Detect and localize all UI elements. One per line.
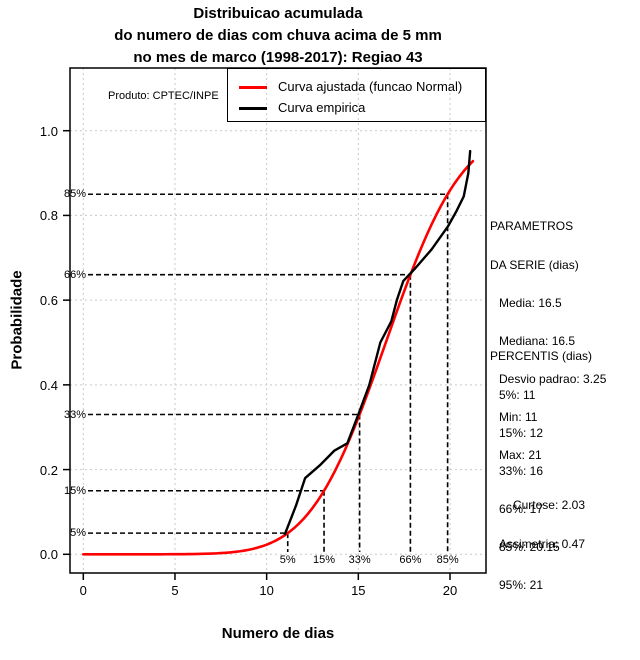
chart-title-line2: do numero de dias com chuva acima de 5 m… — [114, 27, 442, 44]
percentile-left-label-15%: 15% — [63, 484, 86, 497]
percentil-5: 5%: 11 — [499, 387, 536, 402]
percentil-33: 33%: 16 — [499, 463, 544, 478]
y-tick-label-1.0: 1.0 — [39, 123, 58, 139]
percentil-66: 66%: 17 — [499, 501, 544, 516]
percentis-panel: PERCENTIS (dias) 5%: 11 15%: 12 33%: 16 … — [490, 325, 592, 617]
serie-media: Media: 16.5 — [499, 295, 562, 310]
y-tick-label-0.6: 0.6 — [39, 293, 58, 309]
fitted-curve-swatch — [239, 86, 267, 89]
legend-label-fitted: Curva ajustada (funcao Normal) — [278, 79, 463, 94]
percentil-15: 15%: 12 — [499, 425, 544, 440]
chart-title: Distribuicao acumulada do numero de dias… — [0, 3, 556, 69]
percentile-bottom-label-66%: 66% — [399, 554, 422, 566]
serie-min: Min: 11 — [499, 409, 538, 424]
y-tick-label-0.4: 0.4 — [39, 377, 58, 393]
percentile-left-label-5%: 5% — [70, 527, 86, 540]
serie-max: Max: 21 — [499, 448, 542, 463]
x-tick-label-0: 0 — [79, 583, 87, 598]
serie-parameters-panel: PARAMETROS DA SERIE (dias) Media: 16.5 M… — [490, 195, 606, 487]
curtose-value: Curtose: 2.03 — [512, 498, 585, 513]
serie-mediana: Mediana: 16.5 — [499, 333, 576, 348]
y-tick-label-0.8: 0.8 — [39, 208, 58, 224]
percentile-bottom-label-15%: 15% — [313, 554, 336, 566]
chart-title-line3: no mes de marco (1998-2017): Regiao 43 — [133, 49, 423, 66]
x-axis-title: Numero de dias — [221, 625, 335, 642]
serie-desvio-padrao: Desvio padrao: 3.25 — [499, 371, 607, 386]
legend-label-empirical: Curva empirica — [278, 100, 366, 115]
chart-title-line1: Distribuicao acumulada — [193, 5, 363, 22]
serie-header-line1: PARAMETROS — [490, 219, 574, 234]
serie-header-line2: DA SERIE (dias) — [490, 257, 579, 272]
legend: Curva ajustada (funcao Normal) Curva emp… — [227, 68, 486, 122]
percentile-left-label-85%: 85% — [63, 188, 86, 201]
percentile-bottom-label-5%: 5% — [279, 554, 296, 566]
x-tick-label-10: 10 — [259, 583, 274, 598]
legend-item-empirical: Curva empirica — [228, 100, 485, 116]
empirical-curve-swatch — [239, 107, 267, 110]
x-tick-label-15: 15 — [351, 583, 366, 598]
percentil-95: 95%: 21 — [499, 578, 544, 593]
percentis-header: PERCENTIS (dias) — [490, 349, 593, 364]
product-note: Produto: CPTEC/INPE — [108, 90, 219, 102]
percentile-left-label-66%: 66% — [63, 268, 86, 281]
percentil-85: 85%: 20.15 — [499, 539, 560, 554]
legend-item-fitted: Curva ajustada (funcao Normal) — [228, 79, 485, 95]
fitted-curve — [82, 159, 475, 556]
x-tick-label-20: 20 — [442, 583, 458, 598]
y-tick-label-0.2: 0.2 — [39, 462, 58, 478]
empirical-curve — [283, 149, 472, 536]
percentile-bottom-label-85%: 85% — [436, 554, 459, 566]
y-tick-label-0.0: 0.0 — [39, 547, 58, 563]
assimetria-value: Assimetria: 0.47 — [498, 536, 585, 551]
x-tick-label-5: 5 — [171, 583, 179, 598]
percentile-bottom-label-33%: 33% — [348, 554, 371, 566]
percentile-left-label-33%: 33% — [63, 408, 86, 421]
moments-panel: Curtose: 2.03 Assimetria: 0.47 — [455, 474, 585, 576]
